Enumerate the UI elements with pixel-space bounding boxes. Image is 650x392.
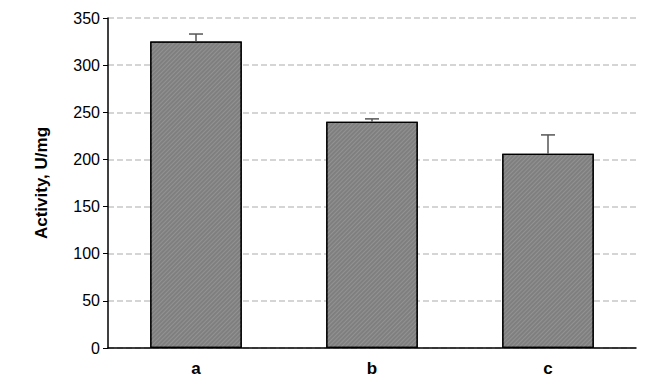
svg-text:300: 300: [73, 57, 100, 74]
svg-text:50: 50: [82, 292, 100, 309]
svg-text:c: c: [543, 359, 552, 378]
svg-text:a: a: [191, 359, 201, 378]
svg-text:150: 150: [73, 198, 100, 215]
svg-text:b: b: [367, 359, 377, 378]
svg-text:100: 100: [73, 245, 100, 262]
svg-text:200: 200: [73, 151, 100, 168]
svg-text:0: 0: [91, 340, 100, 357]
svg-text:Activity, U/mg: Activity, U/mg: [32, 127, 51, 239]
svg-text:250: 250: [73, 104, 100, 121]
svg-text:350: 350: [73, 10, 100, 27]
